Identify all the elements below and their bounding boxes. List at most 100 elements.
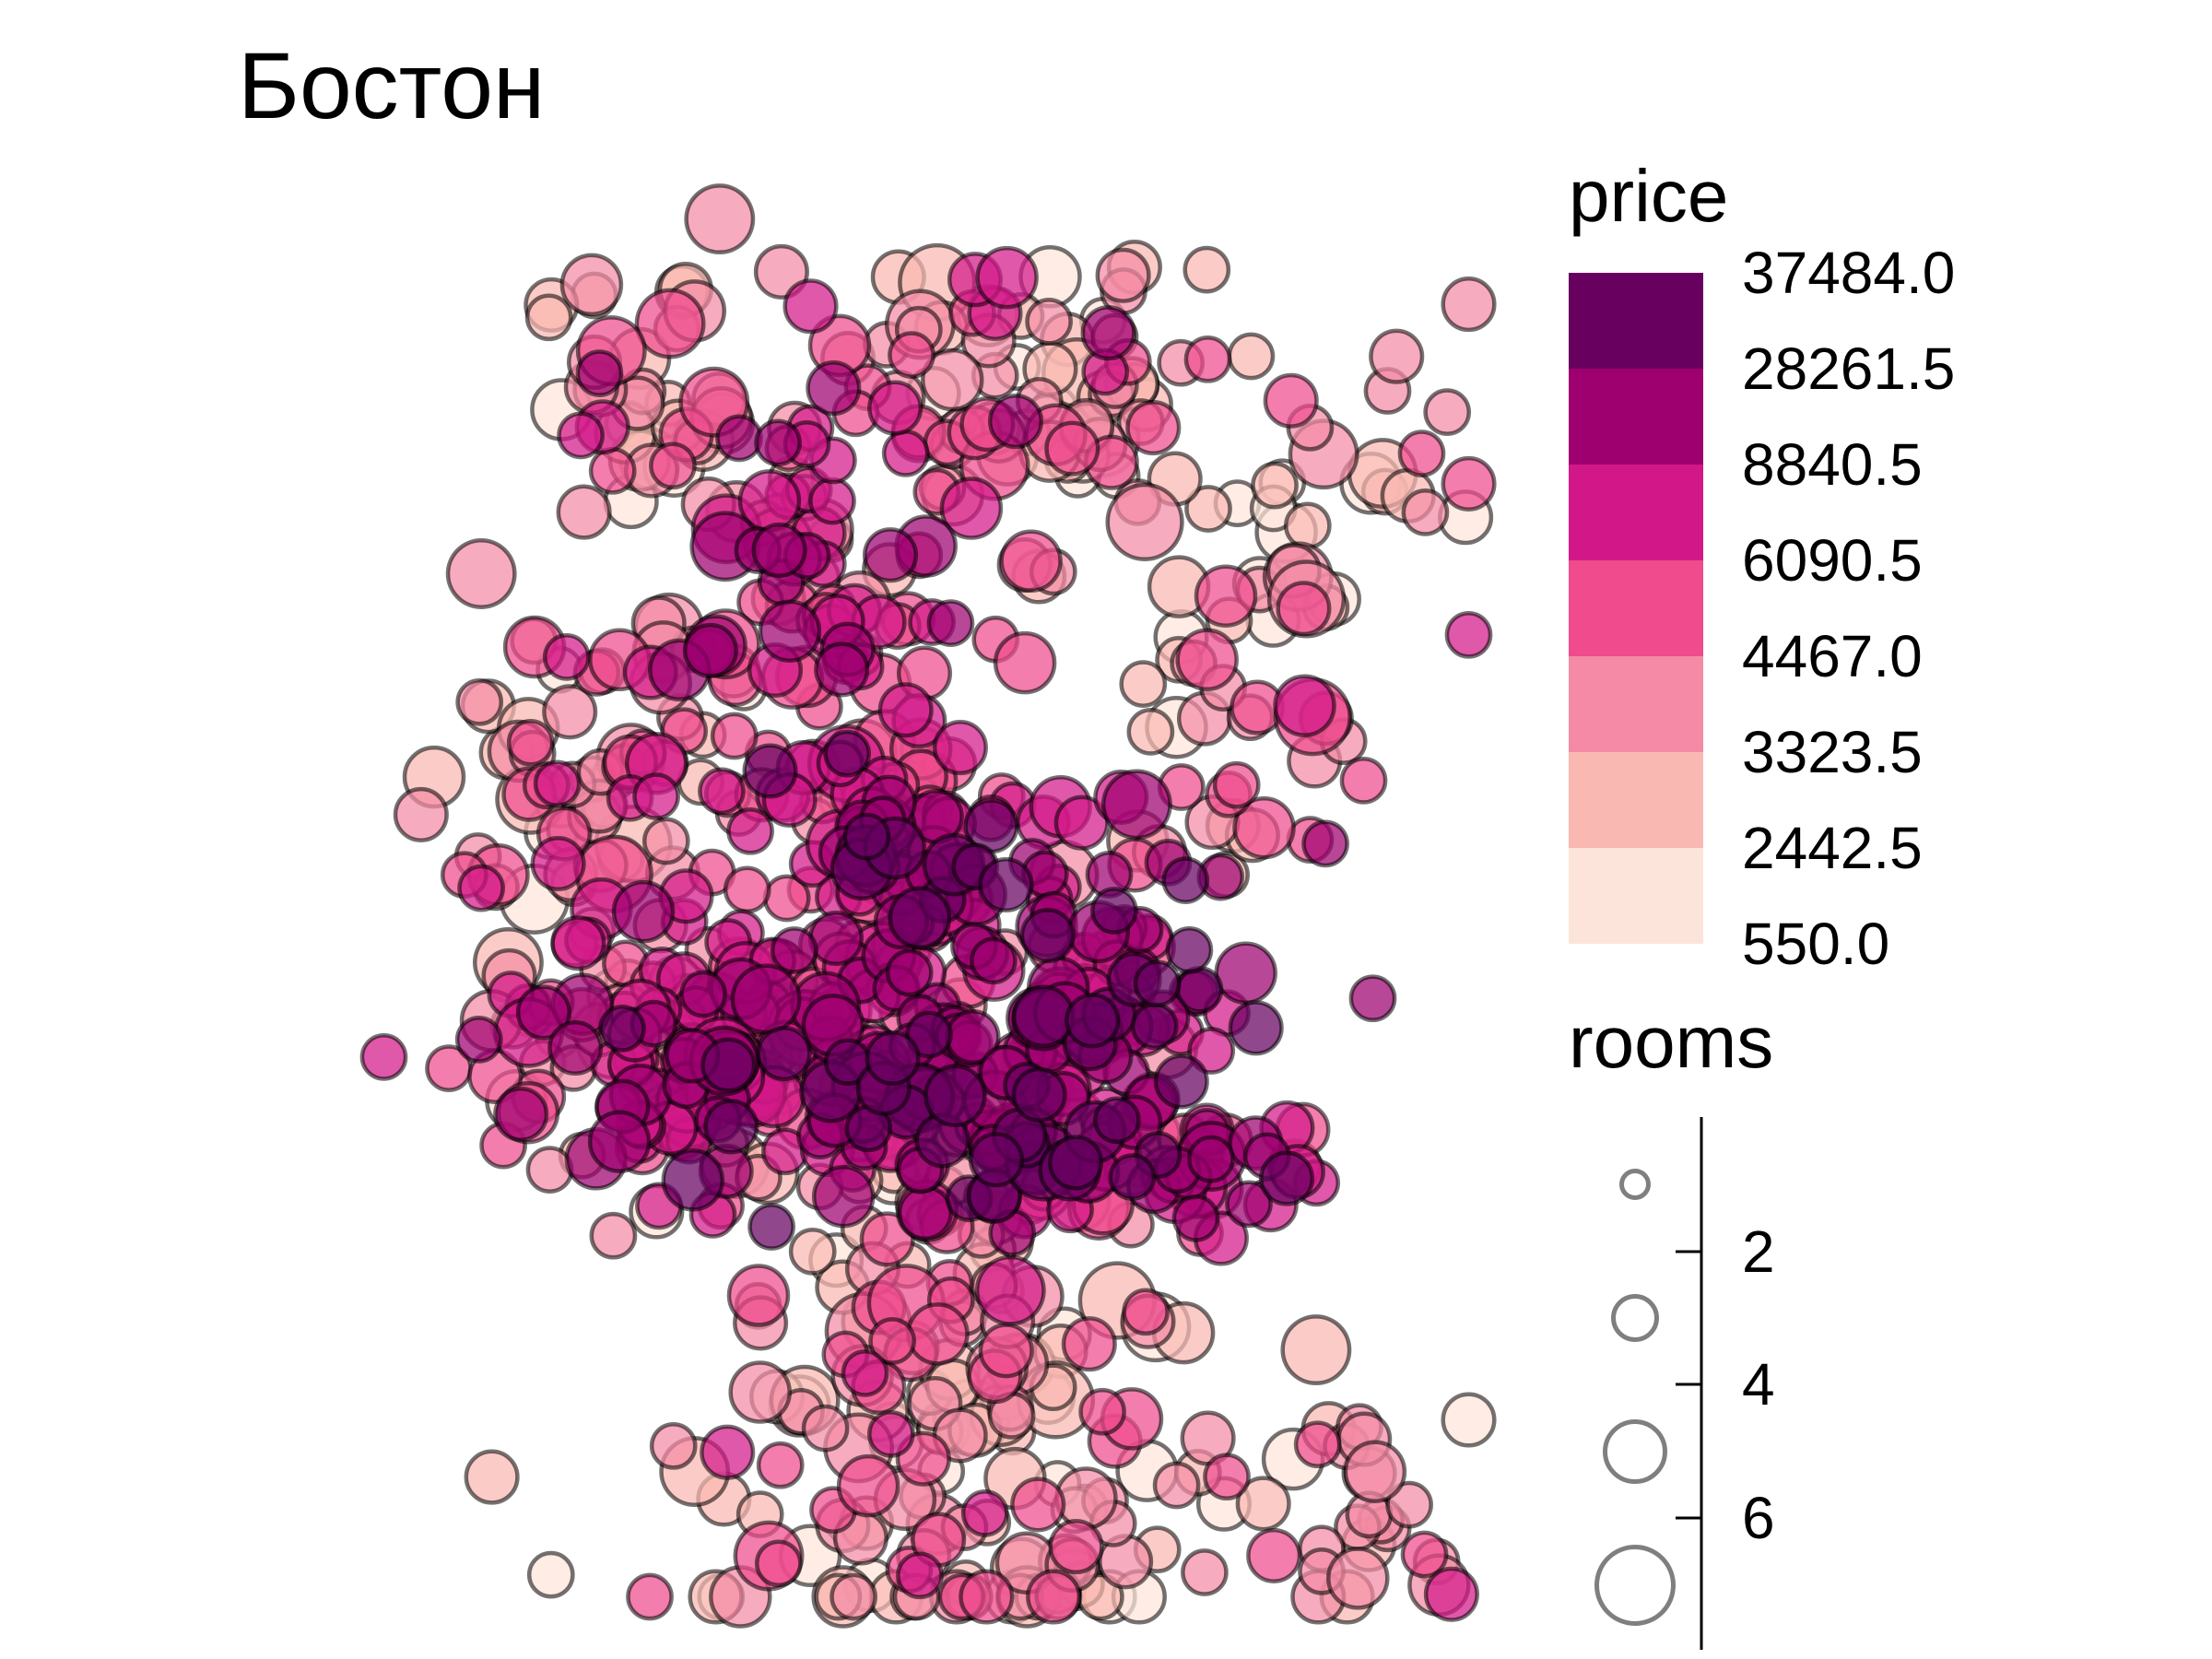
scatter-point — [926, 599, 975, 647]
scatter-point — [515, 984, 571, 1041]
scatter-point — [939, 477, 1004, 540]
scatter-point — [557, 411, 605, 460]
scatter-point — [1184, 485, 1232, 533]
scatter-point — [1181, 1548, 1229, 1596]
scatter-point — [975, 245, 1039, 310]
scatter-point — [1175, 628, 1239, 692]
size-legend-label: 6 — [1742, 1485, 1775, 1551]
scatter-point — [1171, 1194, 1220, 1242]
scatter-point — [445, 538, 517, 609]
scatter-point — [1165, 925, 1214, 974]
scatter-point — [1397, 429, 1446, 477]
scatter-point — [770, 926, 818, 974]
scatter-point — [877, 682, 934, 738]
scatter-point — [1080, 305, 1136, 361]
color-legend: price 37484.0 28261.5 8840.5 6090.5 4467.0 33… — [1569, 155, 1955, 977]
scatter-point — [1061, 1316, 1117, 1372]
scatter-point — [932, 720, 988, 776]
color-legend-swatch — [1569, 560, 1703, 656]
scatter-point — [524, 293, 573, 342]
scatter-point — [906, 1302, 970, 1366]
scatter-point — [547, 1019, 604, 1077]
scatter-point — [841, 1349, 889, 1397]
color-legend-swatch — [1569, 465, 1703, 560]
scatter-point — [710, 712, 759, 760]
scatter-point — [641, 817, 690, 865]
scatter-point — [881, 429, 930, 477]
scatter-point — [626, 1572, 674, 1621]
color-legend-title: price — [1569, 155, 1728, 237]
size-legend: rooms 2 4 6 — [1569, 1001, 1775, 1650]
scatter-point — [682, 622, 738, 678]
scatter-point — [550, 915, 606, 971]
scatter-point — [1019, 908, 1076, 964]
scatter-point — [896, 1551, 944, 1600]
scatter-point — [788, 1227, 837, 1276]
scatter-point — [1227, 332, 1276, 381]
scatter-point — [588, 446, 637, 495]
scatter-point — [974, 1254, 1046, 1326]
scatter-point — [1182, 245, 1231, 294]
scatter-point — [885, 948, 934, 997]
color-legend-label: 8840.5 — [1742, 431, 1923, 498]
scatter-point — [865, 1030, 921, 1086]
scatter-point — [866, 1409, 915, 1458]
scatter-point — [867, 380, 924, 436]
scatter-point — [575, 349, 624, 397]
scatter-point — [1119, 660, 1168, 708]
scatter-point — [1044, 420, 1100, 477]
size-legend-symbol — [1619, 1169, 1651, 1200]
scatter-point — [556, 484, 612, 540]
scatter-point — [756, 1441, 805, 1489]
scatter-point — [1385, 1480, 1433, 1529]
scatter-point — [1232, 795, 1296, 860]
color-legend-swatch — [1569, 656, 1703, 752]
scatter-point — [1187, 1135, 1235, 1183]
scatter-point — [457, 864, 505, 912]
chart-title: Бостон — [238, 33, 545, 138]
scatter-point — [842, 812, 891, 861]
size-legend-title: rooms — [1569, 1001, 1773, 1083]
scatter-point — [1263, 372, 1319, 429]
scatter-point — [506, 718, 555, 767]
scatter-point — [987, 394, 1044, 450]
scatter-point — [1235, 1476, 1291, 1532]
color-legend-label: 2442.5 — [1742, 815, 1923, 881]
scatter-point — [970, 936, 1018, 985]
scatter-point — [751, 522, 807, 578]
scatter-point — [703, 1099, 759, 1155]
scatter-point — [836, 1453, 900, 1518]
scatter-point — [1011, 984, 1076, 1048]
color-legend-label: 6090.5 — [1742, 527, 1923, 594]
scatter-point — [808, 477, 856, 525]
scatter-point — [1401, 488, 1450, 536]
scatter-point — [1183, 335, 1232, 383]
scatter-point — [978, 1323, 1034, 1379]
scatter-point — [1108, 1153, 1157, 1201]
scatter-point — [1214, 941, 1277, 1006]
color-legend-swatch — [1569, 848, 1703, 944]
scatter-point — [698, 767, 746, 816]
scatter-point — [1301, 819, 1349, 868]
scatter-point — [1423, 388, 1472, 436]
scatter-point — [1090, 887, 1138, 935]
scatter-point — [728, 1360, 792, 1424]
scatter-point — [1348, 974, 1397, 1023]
scatter-point — [649, 1421, 698, 1470]
scatter-point — [1054, 1466, 1118, 1530]
scatter-point — [1259, 1150, 1315, 1206]
scatter-point — [1369, 328, 1425, 384]
scatter-point — [888, 886, 952, 949]
scatter-point — [1343, 1440, 1407, 1503]
scatter-point — [493, 1086, 549, 1142]
scatter-point — [830, 1572, 877, 1621]
scatter-point — [1125, 400, 1182, 456]
scatter-point — [1326, 1547, 1390, 1610]
scatter-point — [806, 360, 862, 417]
scatter-point — [960, 1489, 1009, 1537]
scatter-point — [742, 743, 798, 799]
color-legend-label: 3323.5 — [1742, 719, 1923, 785]
scatter-point — [1105, 482, 1184, 562]
color-legend-label: 28261.5 — [1742, 335, 1955, 402]
scatter-point — [801, 1404, 850, 1453]
